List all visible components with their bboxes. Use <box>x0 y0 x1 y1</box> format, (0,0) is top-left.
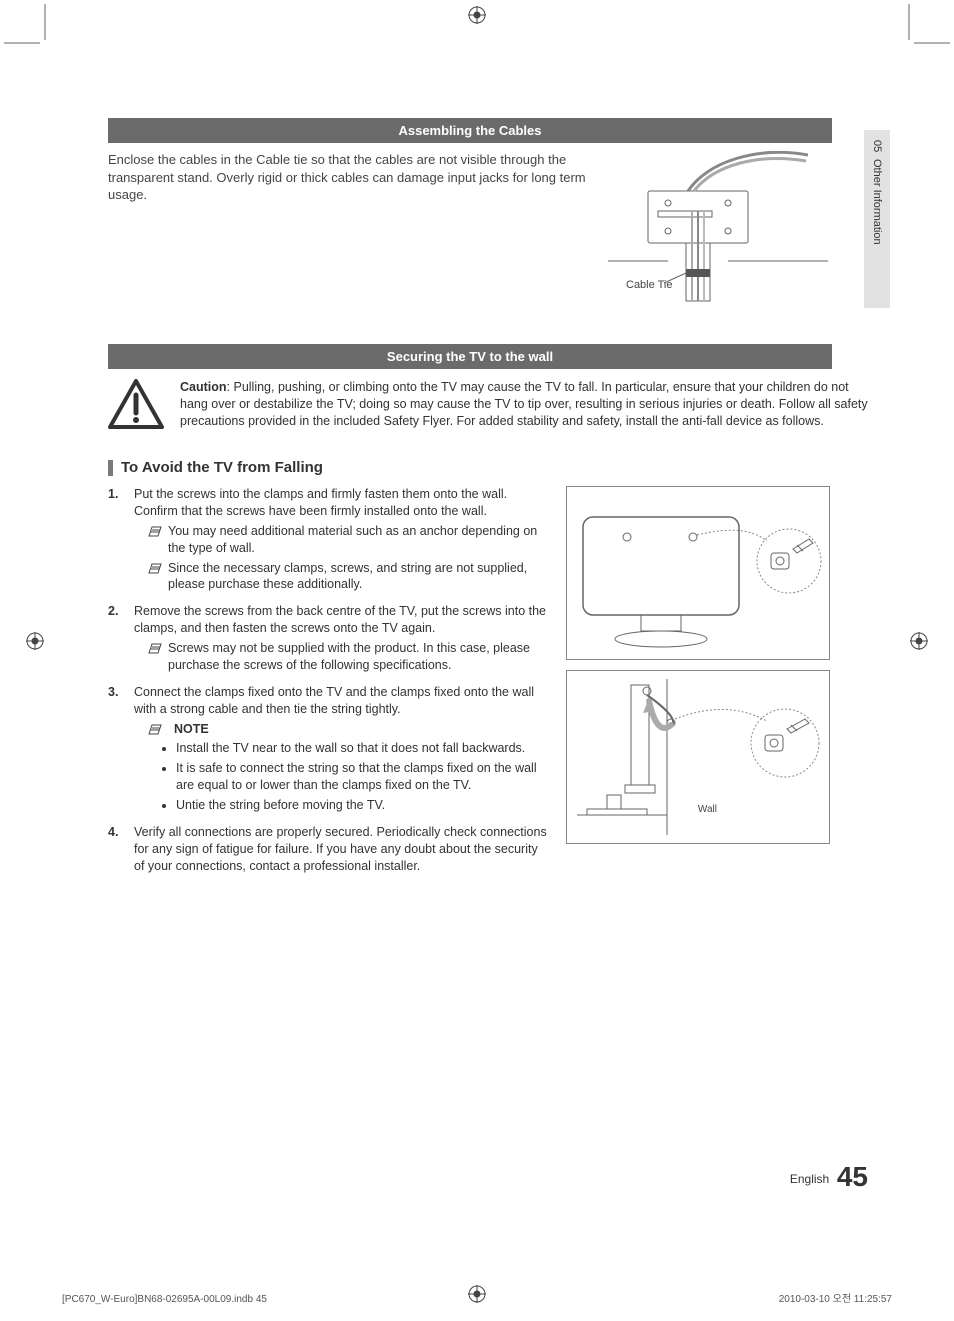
note-icon <box>148 560 162 594</box>
assembling-cables-body: Enclose the cables in the Cable tie so t… <box>108 151 588 314</box>
caution-label: Caution <box>180 380 227 394</box>
cable-tie-figure: Cable Tie <box>608 151 828 314</box>
subheader-avoid-falling: To Avoid the TV from Falling <box>108 459 878 476</box>
page-footer: English 45 <box>790 1161 868 1193</box>
print-footer-right: 2010-03-10 오전 11:25:57 <box>779 1290 892 1305</box>
footer-page-number: 45 <box>837 1161 868 1192</box>
steps-list: Put the screws into the clamps and firml… <box>108 486 548 875</box>
sidebar-chapter-label: Other Information <box>871 159 883 245</box>
step-4-text: Verify all connections are properly secu… <box>134 825 547 873</box>
note-icon <box>148 640 162 674</box>
section-header-assembling-cables: Assembling the Cables <box>108 118 832 143</box>
step-3-bullet-2: It is safe to connect the string so that… <box>176 760 548 794</box>
wall-label: Wall <box>696 804 719 815</box>
step-1-text: Put the screws into the clamps and firml… <box>134 487 507 518</box>
section-header-securing-tv: Securing the TV to the wall <box>108 344 832 369</box>
note-icon <box>148 523 162 557</box>
step-3: Connect the clamps fixed onto the TV and… <box>108 684 548 814</box>
caution-body: : Pulling, pushing, or climbing onto the… <box>180 380 868 428</box>
step-1-note-2: Since the necessary clamps, screws, and … <box>168 560 548 594</box>
print-footer-left: [PC670_W-Euro]BN68-02695A-00L09.indb 45 <box>62 1294 267 1305</box>
caution-icon <box>108 379 164 431</box>
step-3-bullet-1: Install the TV near to the wall so that … <box>176 740 548 757</box>
sidebar-chapter-number: 05 <box>871 140 883 152</box>
caution-text: Caution: Pulling, pushing, or climbing o… <box>180 379 878 430</box>
step-2-text: Remove the screws from the back centre o… <box>134 604 546 635</box>
step-3-bullet-3: Untie the string before moving the TV. <box>176 797 548 814</box>
step-4: Verify all connections are properly secu… <box>108 824 548 875</box>
sidebar-tab: 05 Other Information <box>864 130 890 308</box>
step-3-text: Connect the clamps fixed onto the TV and… <box>134 685 534 716</box>
step-2-note-1: Screws may not be supplied with the prod… <box>168 640 548 674</box>
step-1: Put the screws into the clamps and firml… <box>108 486 548 593</box>
figure-wall-installation: Wall <box>566 670 830 844</box>
step-1-note-1: You may need additional material such as… <box>168 523 548 557</box>
note-label: NOTE <box>174 721 209 738</box>
footer-language: English <box>790 1172 829 1186</box>
cable-tie-label: Cable Tie <box>626 279 672 291</box>
note-icon <box>148 721 162 738</box>
subheader-text: To Avoid the TV from Falling <box>121 459 323 476</box>
step-2: Remove the screws from the back centre o… <box>108 603 548 674</box>
figure-tv-screw-detail <box>566 486 830 660</box>
subheader-bar-icon <box>108 460 113 476</box>
